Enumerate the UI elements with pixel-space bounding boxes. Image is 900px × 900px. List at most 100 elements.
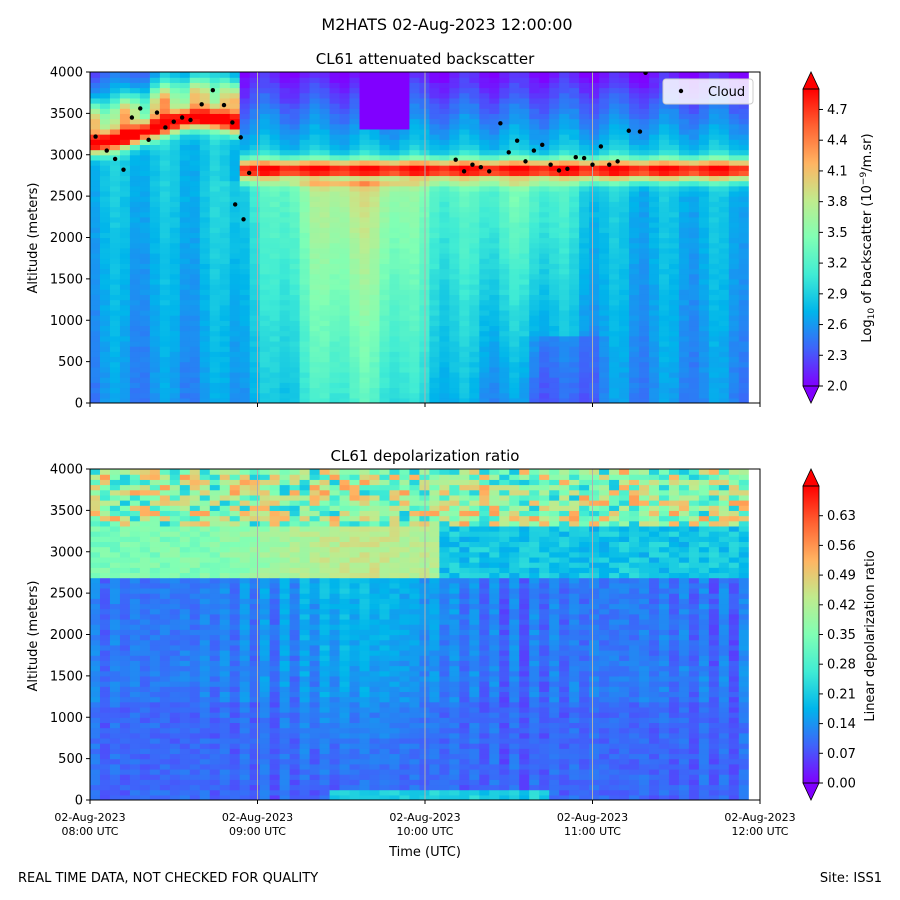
heat-cell xyxy=(559,366,570,373)
heat-cell xyxy=(668,154,680,161)
heat-cell xyxy=(339,227,351,233)
heat-cell xyxy=(339,330,351,337)
heat-cell xyxy=(429,309,440,316)
heat-cell xyxy=(319,154,331,161)
heat-cell xyxy=(249,149,261,156)
heat-cell xyxy=(559,206,570,213)
heat-cell xyxy=(379,356,391,363)
heat-cell xyxy=(539,216,550,223)
heat-cell xyxy=(209,227,221,233)
heat-cell xyxy=(119,572,131,579)
heat-cell xyxy=(389,134,401,140)
heat-cell xyxy=(279,289,291,295)
heat-cell xyxy=(698,196,710,202)
heat-cell xyxy=(529,340,540,347)
heat-cell xyxy=(139,774,151,780)
heat-cell xyxy=(499,196,510,202)
heat-cell xyxy=(129,149,141,156)
y-tick-label: 3000 xyxy=(50,148,83,163)
heat-cell xyxy=(309,309,321,316)
heat-cell xyxy=(639,320,650,327)
heat-cell xyxy=(639,87,650,94)
heat-cell xyxy=(239,190,251,197)
heat-cell xyxy=(649,149,660,156)
heat-cell xyxy=(459,382,470,389)
heat-cell xyxy=(639,258,650,264)
heat-cell xyxy=(259,149,271,156)
heat-cell xyxy=(668,320,680,327)
heat-cell xyxy=(229,113,241,120)
heat-cell xyxy=(179,118,191,125)
heat-cell xyxy=(179,247,191,254)
heat-cell xyxy=(189,108,201,114)
heat-cell xyxy=(678,149,690,156)
heat-cell xyxy=(99,681,111,687)
cloud-point xyxy=(241,217,246,222)
heat-cell xyxy=(389,175,401,182)
heat-cell xyxy=(698,346,710,352)
heat-cell xyxy=(708,154,720,161)
heat-cell xyxy=(299,206,311,213)
heat-cell xyxy=(728,351,740,358)
heat-cell xyxy=(149,737,161,744)
heat-cell xyxy=(559,392,570,399)
heat-cell xyxy=(149,196,161,202)
heat-cell xyxy=(339,397,351,403)
heat-cell xyxy=(469,221,480,228)
heat-cell xyxy=(209,340,221,347)
heat-cell xyxy=(219,159,231,166)
heat-cell xyxy=(299,366,311,373)
heat-cell xyxy=(169,253,181,259)
heat-cell xyxy=(629,268,640,275)
heat-cell xyxy=(99,356,111,363)
heat-cell xyxy=(139,722,151,729)
heat-cell xyxy=(469,309,480,316)
heat-cell xyxy=(389,113,401,120)
heat-cell xyxy=(599,299,610,306)
heat-cell xyxy=(209,108,221,114)
heat-cell xyxy=(149,232,161,239)
heat-cell xyxy=(119,603,131,610)
heat-cell xyxy=(369,247,381,254)
heat-cell xyxy=(389,123,401,130)
heat-cell xyxy=(159,382,171,389)
heat-cell xyxy=(129,221,141,228)
heat-cell xyxy=(199,397,211,403)
heat-cell xyxy=(678,221,690,228)
heat-cell xyxy=(728,103,740,109)
heat-cell xyxy=(189,701,201,708)
heat-cell xyxy=(349,366,361,373)
heat-cell xyxy=(359,227,371,233)
heat-cell xyxy=(439,134,450,140)
heat-cell xyxy=(499,108,510,114)
heat-cell xyxy=(139,335,151,342)
heat-cell xyxy=(149,284,161,290)
heat-cell xyxy=(189,123,201,130)
heat-cell xyxy=(269,108,281,114)
heat-cell xyxy=(389,180,401,187)
heat-cell xyxy=(549,247,560,254)
heat-cell xyxy=(649,253,660,259)
heat-cell xyxy=(738,103,750,109)
heat-cell xyxy=(239,278,251,285)
heat-cell xyxy=(359,309,371,316)
heat-cell xyxy=(469,134,480,140)
heat-cell xyxy=(349,397,361,403)
heat-cell xyxy=(129,216,141,223)
heat-cell xyxy=(99,371,111,378)
heat-cell xyxy=(109,479,121,486)
heat-cell xyxy=(349,309,361,316)
heat-cell xyxy=(459,268,470,275)
heat-cell xyxy=(199,82,211,89)
heat-cell xyxy=(698,268,710,275)
heat-cell xyxy=(658,237,670,244)
heat-cell xyxy=(169,387,181,394)
heat-cell xyxy=(469,165,480,171)
heat-cell xyxy=(718,227,730,233)
heat-cell xyxy=(579,92,590,99)
heat-cell xyxy=(459,263,470,270)
heat-cell xyxy=(279,144,291,151)
heat-cell xyxy=(549,201,560,208)
heat-cell xyxy=(399,232,411,239)
colorbar-tick-label: 3.5 xyxy=(827,226,848,241)
